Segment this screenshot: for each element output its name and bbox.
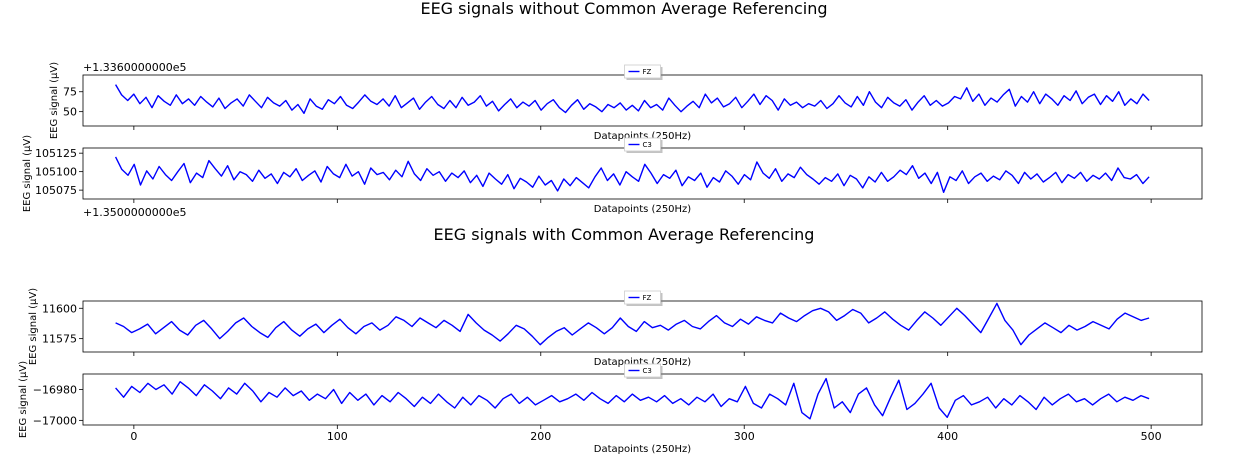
legend-box bbox=[624, 290, 661, 305]
x-tick-label: 400 bbox=[937, 430, 958, 443]
figure-title-1: EEG signals without Common Average Refer… bbox=[420, 0, 827, 18]
legend-label: FZ bbox=[643, 294, 652, 302]
axis-offset-label: +1.3360000000e5 bbox=[83, 61, 186, 74]
y-tick-label: 11600 bbox=[42, 302, 77, 315]
y-axis-label: EEG signal (μV) bbox=[49, 62, 60, 139]
x-axis-label: Datapoints (250Hz) bbox=[594, 131, 692, 142]
legend-box bbox=[624, 363, 661, 378]
y-tick-label: −16980 bbox=[33, 383, 77, 396]
legend: FZ bbox=[624, 290, 663, 306]
x-tick-label: 300 bbox=[734, 430, 755, 443]
y-tick-label: 105125 bbox=[35, 147, 77, 160]
legend: FZ bbox=[624, 64, 663, 80]
legend-label: FZ bbox=[643, 68, 652, 76]
y-axis-label: EEG signal (μV) bbox=[22, 135, 33, 212]
x-tick-label: 100 bbox=[327, 430, 348, 443]
legend-label: C3 bbox=[643, 141, 652, 149]
y-tick-label: 105100 bbox=[35, 166, 77, 179]
series-line-fz bbox=[115, 302, 1150, 346]
y-axis-label: EEG signal (μV) bbox=[28, 288, 39, 365]
series-line-c3 bbox=[115, 377, 1150, 420]
chart-panel-2: 105075 105100 105125 Datapoints (250Hz) EEG … bbox=[22, 135, 1203, 219]
series-line-c3 bbox=[114, 156, 1150, 193]
chart-panels: 50 75 Datapoints (250Hz) EEG signal (μV) +1.… bbox=[18, 61, 1203, 455]
plot-frame bbox=[82, 147, 1203, 200]
y-tick-label: 105075 bbox=[35, 184, 77, 197]
x-tick-label: 0 bbox=[130, 430, 137, 443]
x-axis-label: Datapoints (250Hz) bbox=[594, 444, 692, 455]
y-axis-label: EEG signal (μV) bbox=[18, 361, 29, 438]
axis-offset-label: +1.3500000000e5 bbox=[83, 206, 186, 219]
x-axis-label: Datapoints (250Hz) bbox=[594, 204, 692, 215]
y-tick-label: 75 bbox=[63, 86, 77, 99]
legend-label: C3 bbox=[643, 367, 652, 375]
y-tick-label: 50 bbox=[63, 106, 77, 119]
chart-panel-3: 11575 11600 Datapoints (250Hz) EEG signal (… bbox=[28, 288, 1203, 368]
x-tick-label: 500 bbox=[1141, 430, 1162, 443]
figure-title-2: EEG signals with Common Average Referenc… bbox=[434, 225, 815, 244]
chart-panel-4: −16980 −17000 0 100 200 300 400 500 Datapoints (… bbox=[18, 361, 1203, 455]
legend-box bbox=[624, 64, 661, 79]
legend: C3 bbox=[624, 363, 663, 379]
series-line-fz bbox=[114, 84, 1150, 114]
legend-box bbox=[624, 137, 661, 152]
y-tick-label: 11575 bbox=[42, 333, 77, 346]
x-tick-label: 200 bbox=[530, 430, 551, 443]
y-tick-label: −17000 bbox=[33, 414, 77, 427]
chart-panel-1: 50 75 Datapoints (250Hz) EEG signal (μV) +1.… bbox=[49, 61, 1203, 142]
x-axis-label: Datapoints (250Hz) bbox=[594, 357, 692, 368]
legend: C3 bbox=[624, 137, 663, 153]
plot-frame bbox=[82, 74, 1203, 127]
